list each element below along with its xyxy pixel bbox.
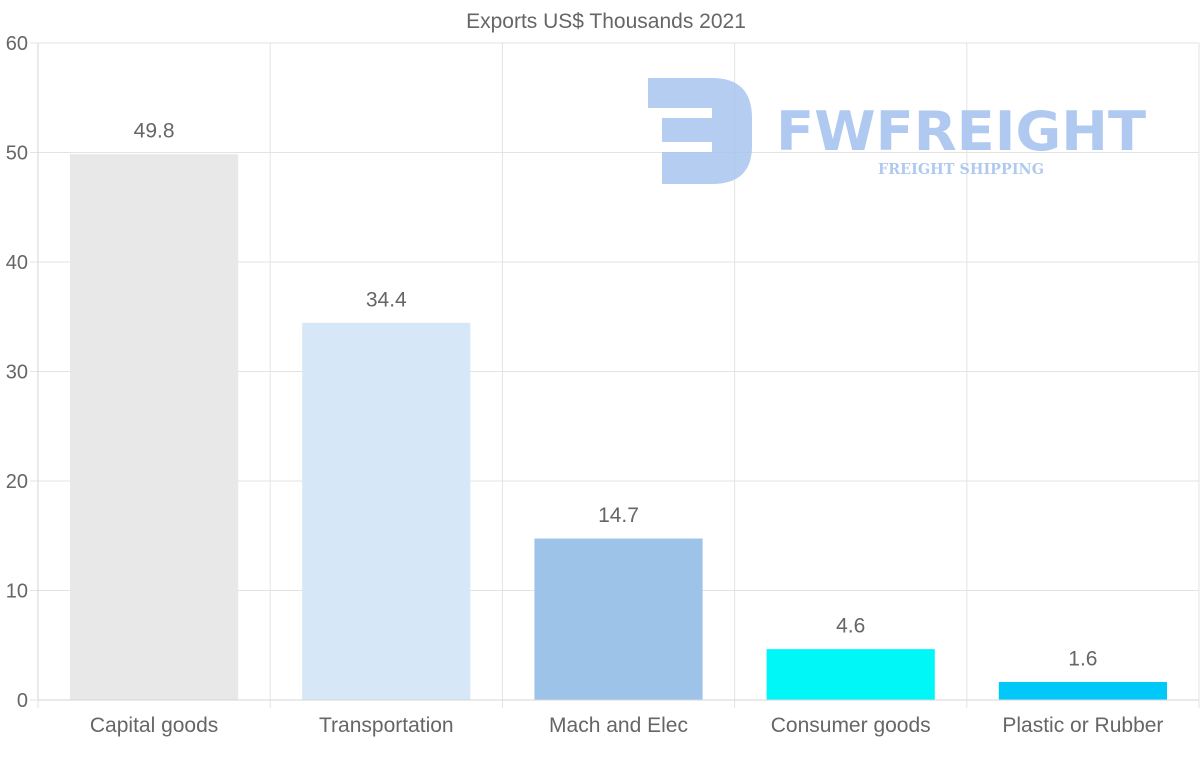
y-tick-label: 40 xyxy=(6,252,28,274)
y-tick-label: 0 xyxy=(17,690,28,712)
data-label: 49.8 xyxy=(134,120,175,143)
y-tick-label: 50 xyxy=(6,143,28,165)
chart-title: Exports US$ Thousands 2021 xyxy=(466,10,746,33)
fwfreight-logo-watermark: FWFREIGHT FREIGHT SHIPPING xyxy=(648,78,1146,184)
fwfreight-logo-tagline: FREIGHT SHIPPING xyxy=(878,160,1044,178)
x-category-label: Capital goods xyxy=(90,714,218,737)
x-category-label: Transportation xyxy=(319,714,454,737)
bar-plastic-or-rubber xyxy=(998,681,1167,701)
fwfreight-logo-icon xyxy=(648,78,752,184)
bar-consumer-goods xyxy=(766,649,935,701)
bars xyxy=(70,154,1167,701)
y-tick-label: 60 xyxy=(6,33,28,55)
fwfreight-logo-text: FWFREIGHT xyxy=(776,100,1146,163)
x-category-label: Mach and Elec xyxy=(549,714,688,737)
bar-mach-and-elec xyxy=(534,538,703,701)
y-tick-label: 30 xyxy=(6,362,28,384)
x-category-label: Consumer goods xyxy=(771,714,931,737)
x-category-label: Plastic or Rubber xyxy=(1002,714,1163,737)
data-label: 34.4 xyxy=(366,288,407,311)
bar-transportation xyxy=(302,322,471,701)
y-tick-label: 10 xyxy=(6,581,28,603)
y-tick-label: 20 xyxy=(6,471,28,493)
data-label: 14.7 xyxy=(598,504,639,527)
bar-capital-goods xyxy=(70,154,239,701)
axes xyxy=(30,42,1199,701)
data-label: 4.6 xyxy=(836,615,865,638)
labels: 0 10 20 30 40 50 60 49.8 Capital goods 34.4 Transp… xyxy=(6,33,1164,737)
data-label: 1.6 xyxy=(1068,647,1097,670)
